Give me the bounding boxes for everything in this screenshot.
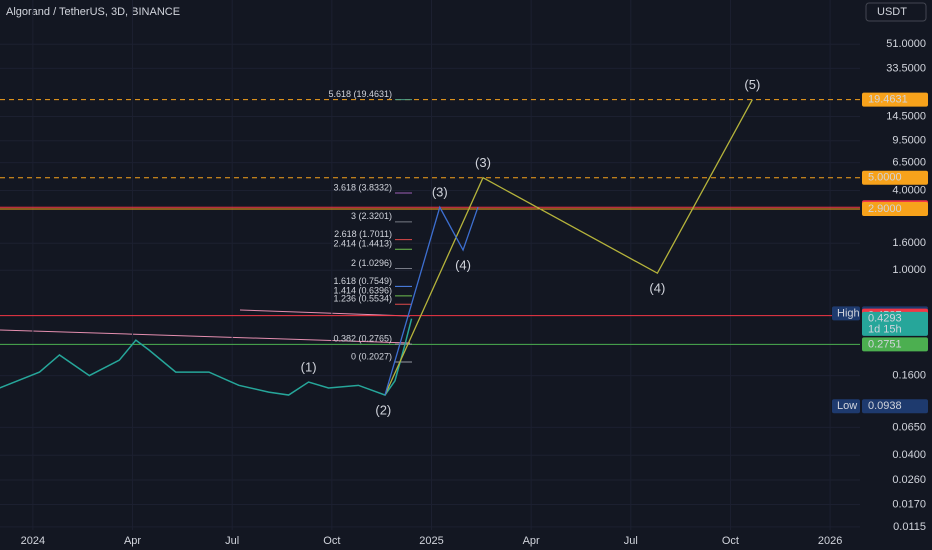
tag-label: High xyxy=(837,307,860,319)
y-tick-label: 0.0170 xyxy=(892,498,926,510)
trend-line xyxy=(239,309,411,317)
price-tag xyxy=(862,92,928,107)
fib-label: 1.618 (0.7549) xyxy=(333,276,392,286)
fib-label: 3.618 (3.8332) xyxy=(333,182,392,192)
x-tick-label: 2025 xyxy=(419,535,443,547)
price-tag xyxy=(862,337,928,352)
price-line xyxy=(0,318,413,396)
y-tick-label: 1.0000 xyxy=(892,264,926,276)
currency: USDT xyxy=(877,6,907,18)
price-tag-label: 0.4293 xyxy=(868,313,902,325)
price-axis xyxy=(860,0,932,550)
x-tick-label: Oct xyxy=(722,535,739,547)
tag-label: Low xyxy=(837,400,857,412)
x-tick-label: Oct xyxy=(323,535,340,547)
fib-label: 2.414 (1.4413) xyxy=(333,239,392,249)
wave-label: (4) xyxy=(649,281,665,296)
x-tick-label: 2024 xyxy=(21,535,45,547)
y-tick-label: 33.5000 xyxy=(886,62,926,74)
wave-label: (1) xyxy=(301,359,317,374)
y-tick-label: 9.5000 xyxy=(892,135,926,147)
fib-label: 2 (1.0296) xyxy=(351,258,392,268)
y-tick-label: 0.0400 xyxy=(892,449,926,461)
fib-label: 3 (2.3201) xyxy=(351,211,392,221)
y-tick-label: 0.0650 xyxy=(892,421,926,433)
y-tick-label: 4.0000 xyxy=(892,184,926,196)
wave-label: (3) xyxy=(475,155,491,170)
price-tag-label: 2.9000 xyxy=(868,203,902,215)
y-tick-label: 0.1600 xyxy=(892,369,926,381)
tag-box xyxy=(832,399,860,414)
y-tick-label: 6.5000 xyxy=(892,157,926,169)
x-tick-label: 2026 xyxy=(818,535,842,547)
trend-line xyxy=(0,329,411,344)
tag-box xyxy=(832,306,860,321)
fib-label: 0.382 (0.2765) xyxy=(333,333,392,343)
price-tag xyxy=(862,311,928,336)
x-tick-label: Apr xyxy=(124,535,141,547)
y-tick-label: 1.6000 xyxy=(892,237,926,249)
price-tag-sub: 1d 15h xyxy=(868,324,902,336)
wave-label: (4) xyxy=(455,257,471,272)
x-tick-label: Jul xyxy=(624,535,638,547)
y-tick-label: 14.5000 xyxy=(886,110,926,122)
wave-path xyxy=(384,99,753,396)
wave-path xyxy=(384,205,479,396)
price-tag-label: 19.4631 xyxy=(868,93,908,105)
fib-label: 1.414 (0.6396) xyxy=(333,285,392,295)
fib-label: 2.618 (1.7011) xyxy=(334,229,392,239)
price-tag xyxy=(862,399,928,414)
price-tag xyxy=(862,202,928,217)
price-tag-label: 0.2751 xyxy=(868,338,902,350)
price-tag-label: 5.0000 xyxy=(868,172,902,184)
chart-title: Algorand / TetherUS, 3D, BINANCE xyxy=(6,6,180,18)
y-tick-label: 0.0260 xyxy=(892,474,926,486)
fib-label: 1.236 (0.5534) xyxy=(333,294,392,304)
y-tick-label: 51.0000 xyxy=(886,38,926,50)
fib-label: 0 (0.2027) xyxy=(351,351,392,361)
wave-label: (3) xyxy=(432,185,448,200)
wave-label: (5) xyxy=(744,77,760,92)
x-tick-label: Jul xyxy=(225,535,239,547)
y-tick-label: 0.0115 xyxy=(893,521,926,533)
price-tag xyxy=(862,170,928,185)
price-tag-label: 0.0938 xyxy=(868,400,902,412)
wave-label: (2) xyxy=(375,402,391,417)
currency-box xyxy=(865,2,927,22)
fib-label: 5.618 (19.4631) xyxy=(328,89,392,99)
x-tick-label: Apr xyxy=(523,535,540,547)
